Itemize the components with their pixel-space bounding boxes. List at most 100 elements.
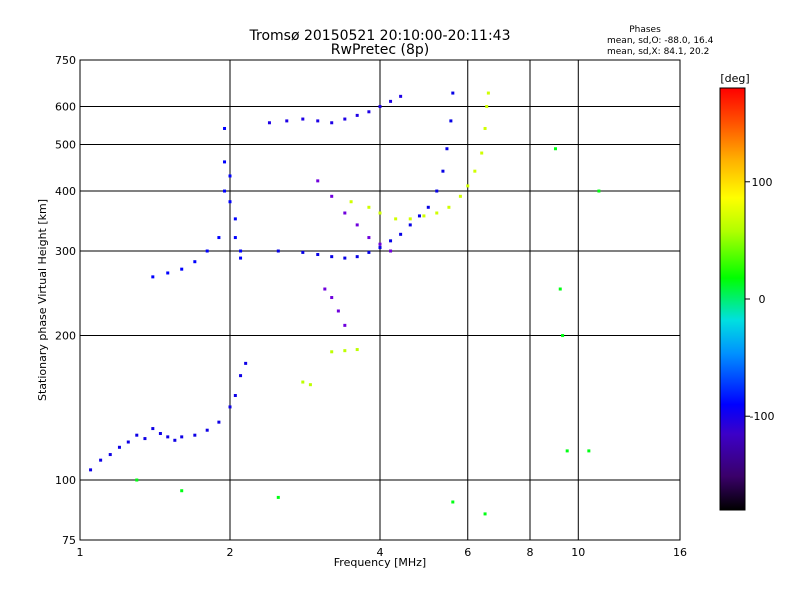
colorbar-tick-label: -100 bbox=[750, 410, 775, 423]
data-point bbox=[151, 275, 155, 279]
chart-title: Tromsø 20150521 20:10:00-20:11:43 bbox=[249, 28, 511, 44]
colorbar-tick-label: 0 bbox=[759, 293, 766, 306]
y-tick-label: 600 bbox=[55, 101, 76, 114]
data-point bbox=[367, 250, 371, 254]
y-tick-label: 500 bbox=[55, 139, 76, 152]
phases-x-stats: mean, sd,X: 84.1, 20.2 bbox=[607, 47, 709, 57]
data-point bbox=[480, 151, 484, 155]
data-point bbox=[343, 256, 347, 260]
data-point bbox=[233, 217, 237, 221]
chart-subtitle: RwPretec (8p) bbox=[331, 42, 429, 58]
data-point bbox=[435, 189, 439, 193]
data-point bbox=[126, 440, 130, 444]
data-point bbox=[239, 249, 243, 253]
y-axis: 75 100 200 300 400 500 600 750 bbox=[55, 54, 76, 547]
data-point bbox=[143, 437, 147, 441]
data-point bbox=[166, 271, 170, 275]
data-point bbox=[135, 478, 139, 482]
colorbar-label: [deg] bbox=[720, 72, 749, 85]
data-point bbox=[193, 260, 197, 264]
data-point bbox=[228, 405, 232, 409]
data-point bbox=[99, 458, 103, 462]
data-point bbox=[597, 189, 601, 193]
x-tick-label: 2 bbox=[227, 546, 234, 559]
y-tick-label: 75 bbox=[62, 534, 76, 547]
data-point bbox=[417, 214, 421, 218]
data-point bbox=[193, 433, 197, 437]
data-point bbox=[389, 239, 393, 243]
data-point bbox=[486, 91, 490, 95]
data-point bbox=[316, 119, 320, 123]
data-point bbox=[343, 117, 347, 121]
data-point bbox=[223, 189, 227, 193]
data-point bbox=[367, 205, 371, 209]
data-point bbox=[355, 255, 359, 259]
data-point bbox=[447, 205, 451, 209]
x-tick-label: 1 bbox=[77, 546, 84, 559]
data-point bbox=[233, 236, 237, 240]
x-tick-label: 16 bbox=[673, 546, 687, 559]
data-point bbox=[378, 246, 382, 250]
data-point bbox=[330, 296, 334, 300]
data-point bbox=[355, 113, 359, 117]
data-point bbox=[394, 217, 398, 221]
y-axis-label: Stationary phase Virtual Height [km] bbox=[36, 199, 49, 401]
data-point bbox=[458, 194, 462, 198]
data-point bbox=[330, 194, 334, 198]
data-point bbox=[445, 147, 449, 151]
data-point bbox=[117, 445, 121, 449]
x-axis-label: Frequency [MHz] bbox=[334, 556, 426, 569]
data-point bbox=[451, 91, 455, 95]
data-point bbox=[158, 432, 162, 436]
data-point bbox=[426, 205, 430, 209]
x-tick-label: 4 bbox=[377, 546, 384, 559]
data-point bbox=[336, 309, 340, 313]
data-point bbox=[587, 449, 591, 453]
plot-frame bbox=[79, 59, 681, 541]
data-point bbox=[349, 200, 353, 204]
y-tick-label: 300 bbox=[55, 245, 76, 258]
data-point bbox=[239, 256, 243, 260]
phases-o-stats: mean, sd,O: -88.0, 16.4 bbox=[607, 36, 714, 46]
data-point bbox=[166, 435, 170, 439]
data-point bbox=[483, 126, 487, 130]
data-point bbox=[276, 249, 280, 253]
data-point bbox=[330, 350, 334, 354]
data-point bbox=[330, 255, 334, 259]
data-point bbox=[180, 489, 184, 493]
data-point bbox=[483, 512, 487, 516]
colorbar-ticks: 100 0 -100 bbox=[745, 176, 774, 423]
data-point bbox=[449, 119, 453, 123]
data-point bbox=[301, 117, 305, 121]
data-point bbox=[233, 394, 237, 398]
y-tick-label: 750 bbox=[55, 54, 76, 67]
data-point bbox=[343, 323, 347, 327]
data-point bbox=[228, 174, 232, 178]
data-point bbox=[223, 126, 227, 130]
data-point bbox=[316, 253, 320, 257]
data-point bbox=[276, 495, 280, 499]
data-point bbox=[367, 110, 371, 114]
data-points bbox=[89, 91, 601, 516]
data-point bbox=[378, 242, 382, 246]
data-point bbox=[135, 433, 139, 437]
data-point bbox=[378, 105, 382, 109]
data-point bbox=[267, 121, 271, 125]
y-tick-label: 100 bbox=[55, 474, 76, 487]
data-point bbox=[441, 169, 445, 173]
data-point bbox=[408, 223, 412, 227]
data-point bbox=[217, 420, 221, 424]
data-point bbox=[399, 232, 403, 236]
data-point bbox=[316, 179, 320, 183]
data-point bbox=[553, 147, 557, 151]
phases-heading: Phases bbox=[629, 25, 661, 35]
data-point bbox=[561, 334, 565, 338]
data-point bbox=[301, 380, 305, 384]
data-point bbox=[301, 250, 305, 254]
data-point bbox=[473, 169, 477, 173]
data-point bbox=[217, 236, 221, 240]
data-point bbox=[180, 267, 184, 271]
data-point bbox=[308, 383, 312, 387]
y-tick-label: 400 bbox=[55, 185, 76, 198]
data-point bbox=[180, 435, 184, 439]
